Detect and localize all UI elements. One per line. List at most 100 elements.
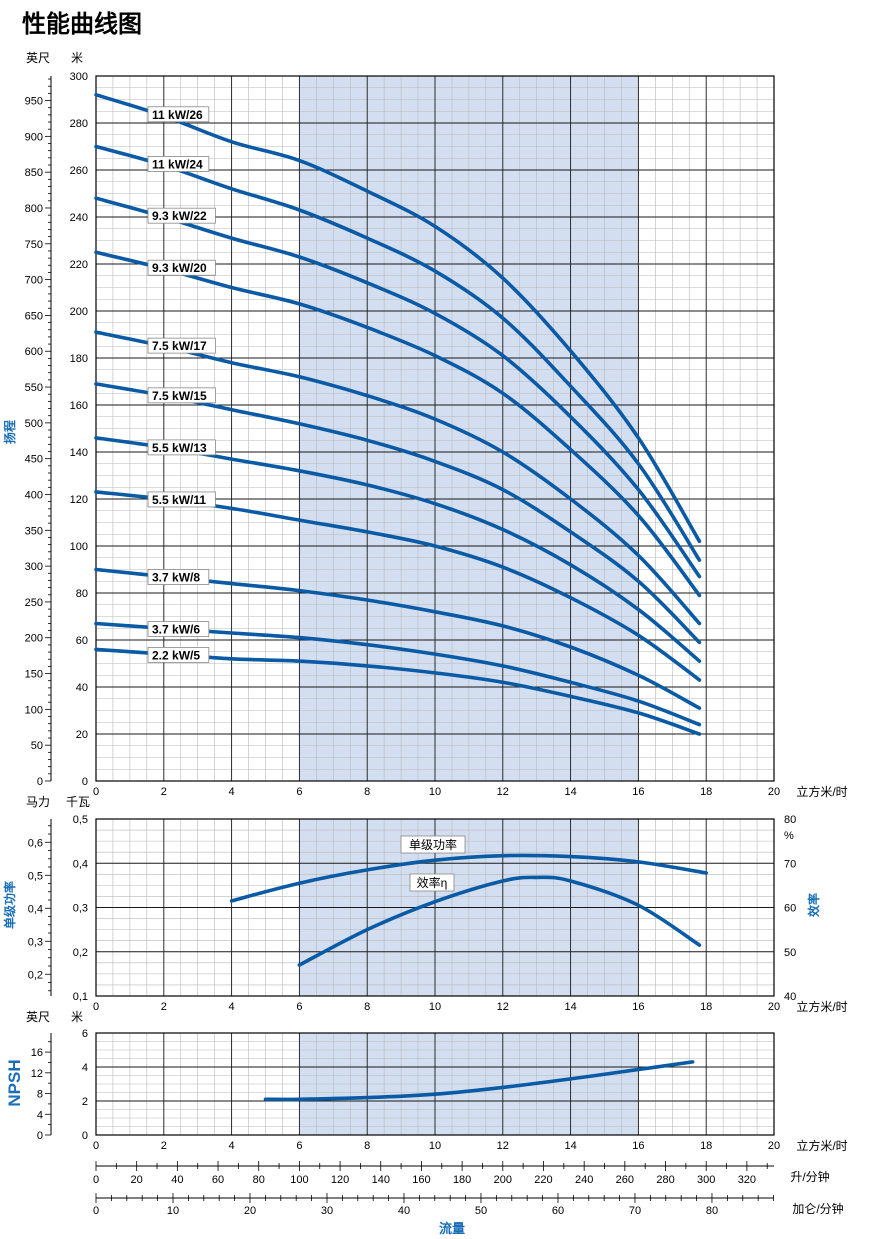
lpm-tick-label: 240 — [575, 1174, 593, 1186]
y-tick-label-ft: 400 — [25, 489, 43, 501]
y-unit-hp: 马力 — [26, 795, 50, 809]
series-label-text: 11 kW/24 — [152, 157, 203, 171]
npsh-tick-label-ft: 16 — [31, 1047, 43, 1059]
x-tick-label: 16 — [632, 1140, 644, 1152]
x-tick-label: 12 — [497, 1140, 509, 1152]
x-tick-label: 18 — [700, 786, 712, 798]
lpm-tick-label: 180 — [453, 1174, 471, 1186]
x-tick-label: 10 — [429, 786, 441, 798]
series-label-text: 9.3 kW/20 — [152, 261, 207, 275]
power-label-text: 单级功率 — [409, 837, 457, 852]
x-tick-label: 6 — [296, 1140, 302, 1152]
lpm-tick-label: 300 — [697, 1174, 715, 1186]
series-label: 3.7 kW/6 — [147, 621, 210, 637]
plot-frame — [95, 75, 775, 782]
lpm-tick-label: 40 — [171, 1174, 183, 1186]
y-tick-label-m: 20 — [76, 729, 88, 741]
lpm-tick-label: 120 — [331, 1174, 349, 1186]
lpm-tick-label: 20 — [131, 1174, 143, 1186]
y-tick-label-kw: 0,4 — [73, 858, 88, 870]
series-label: 9.3 kW/20 — [147, 259, 216, 276]
x-tick-label: 4 — [229, 1140, 235, 1152]
flow-axes: 0 20 40 60 80 100 120 140 160 180 200 220 240 260 280 3… — [93, 1161, 844, 1236]
x-tick-label: 2 — [161, 1001, 167, 1013]
y-tick-label-hp: 0,2 — [28, 969, 43, 981]
x-tick-label: 2 — [161, 786, 167, 798]
gpm-tick-label: 0 — [93, 1205, 99, 1217]
head-chart: 0 2 4 6 8 10 12 14 16 18 20 立方米/时 0 20 40 60 80 100 120 140… — [2, 51, 848, 799]
y-axis-label-eff: 效率 — [806, 893, 821, 917]
x-tick-label: 12 — [497, 786, 509, 798]
y-tick-label-m: 280 — [70, 118, 88, 130]
x-tick-label: 0 — [93, 786, 99, 798]
lpm-tick-label: 140 — [372, 1174, 390, 1186]
y-tick-label-ft: 150 — [25, 669, 43, 681]
series-label-box — [147, 439, 216, 456]
lpm-tick-label: 260 — [616, 1174, 634, 1186]
y-tick-label-m: 0 — [82, 1130, 88, 1142]
power-curve — [229, 853, 708, 903]
x-tick-label: 2 — [161, 1140, 167, 1152]
page-title: 性能曲线图 — [22, 10, 142, 38]
x-tick-label: 4 — [229, 786, 235, 798]
y-axis-label: 扬程 — [2, 420, 17, 444]
npsh-unit-m: 米 — [71, 1010, 83, 1024]
gpm-tick-label: 20 — [244, 1205, 256, 1217]
x-tick-label: 8 — [364, 786, 370, 798]
y-tick-label-m: 160 — [70, 400, 88, 412]
y-tick-label-m: 180 — [70, 353, 88, 365]
y-tick-label-ft: 100 — [25, 704, 43, 716]
x-axis-unit-label: 立方米/时 — [796, 999, 847, 1014]
lpm-tick-label: 280 — [656, 1174, 674, 1186]
series-label-text: 7.5 kW/17 — [152, 339, 207, 353]
npsh-chart: 0 2 4 6 8 10 12 14 16 18 20 立方米/时 0 2 4 6 0 4 8 12 16 英尺 米 NPSH — [5, 1010, 848, 1153]
series-label-box — [147, 207, 216, 224]
series-label-text: 5.5 kW/11 — [152, 493, 206, 507]
y-tick-label-ft: 950 — [25, 96, 43, 108]
y-tick-label-m: 4 — [82, 1062, 88, 1074]
series-label: 7.5 kW/17 — [147, 337, 216, 354]
series-label: 2.2 kW/5 — [147, 646, 210, 663]
y-tick-label-m: 60 — [76, 635, 88, 647]
head-curve-series — [94, 196, 702, 579]
y-tick-label-ft: 600 — [25, 346, 43, 358]
y-tick-label-m: 260 — [70, 165, 88, 177]
head-curve-series — [94, 250, 702, 598]
x-tick-label: 12 — [497, 1001, 509, 1013]
y-tick-label-ft: 800 — [25, 203, 43, 215]
plot-frame — [95, 818, 775, 997]
npsh-tick-label-ft: 0 — [37, 1130, 43, 1142]
y-tick-label-eff: 50 — [784, 947, 796, 959]
lpm-tick-label: 160 — [412, 1174, 430, 1186]
y-tick-label-ft: 750 — [25, 239, 43, 251]
y-tick-label-kw: 0,5 — [73, 814, 88, 826]
series-label-text: 3.7 kW/8 — [152, 570, 200, 584]
y-tick-label-ft: 550 — [25, 382, 43, 394]
y-tick-label-m: 120 — [70, 494, 88, 506]
y-tick-label-eff: 40 — [784, 991, 796, 1003]
series-label-box — [147, 156, 210, 172]
lpm-tick-label: 80 — [253, 1174, 265, 1186]
y-tick-label-hp: 0,3 — [28, 936, 43, 948]
gpm-tick-label: 60 — [552, 1205, 564, 1217]
gpm-tick-label: 70 — [629, 1205, 641, 1217]
npsh-unit-ft: 英尺 — [26, 1010, 50, 1024]
y-tick-label-m: 40 — [76, 682, 88, 694]
gpm-tick-label: 80 — [706, 1205, 718, 1217]
y-unit-eff: % — [784, 830, 794, 842]
power-label: 单级功率 — [400, 835, 466, 854]
x-axis-unit-label: 立方米/时 — [796, 1138, 847, 1153]
y-tick-label-m: 140 — [70, 447, 88, 459]
y-tick-label-eff: 60 — [784, 903, 796, 915]
efficiency-label-box — [409, 873, 455, 892]
lpm-tick-label: 220 — [534, 1174, 552, 1186]
x-tick-label: 8 — [364, 1001, 370, 1013]
series-label: 5.5 kW/11 — [147, 491, 216, 508]
x-tick-label: 10 — [429, 1001, 441, 1013]
x-tick-label: 20 — [768, 786, 780, 798]
x-tick-label: 20 — [768, 1140, 780, 1152]
y-tick-label-ft: 500 — [25, 418, 43, 430]
npsh-axis-label: NPSH — [5, 1059, 24, 1106]
head-curve-series — [94, 330, 702, 626]
y-unit-m: 米 — [71, 51, 83, 65]
